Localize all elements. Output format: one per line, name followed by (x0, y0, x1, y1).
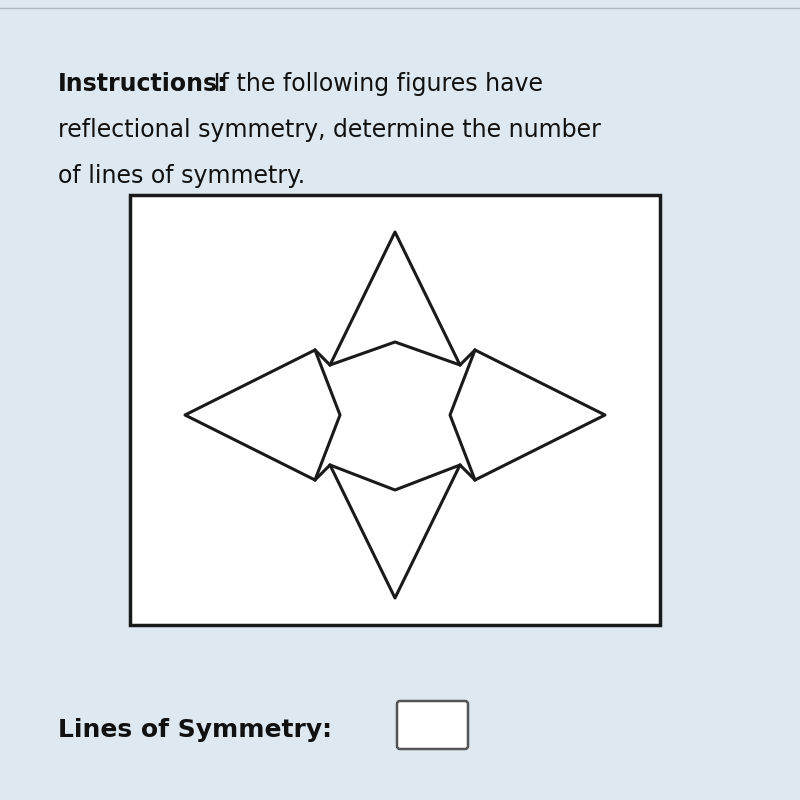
Polygon shape (130, 195, 660, 625)
Text: Lines of Symmetry:: Lines of Symmetry: (58, 718, 332, 742)
Text: If the following figures have: If the following figures have (206, 72, 543, 96)
FancyBboxPatch shape (397, 701, 468, 749)
Text: reflectional symmetry, determine the number: reflectional symmetry, determine the num… (58, 118, 601, 142)
Text: of lines of symmetry.: of lines of symmetry. (58, 164, 305, 188)
Text: Instructions:: Instructions: (58, 72, 227, 96)
